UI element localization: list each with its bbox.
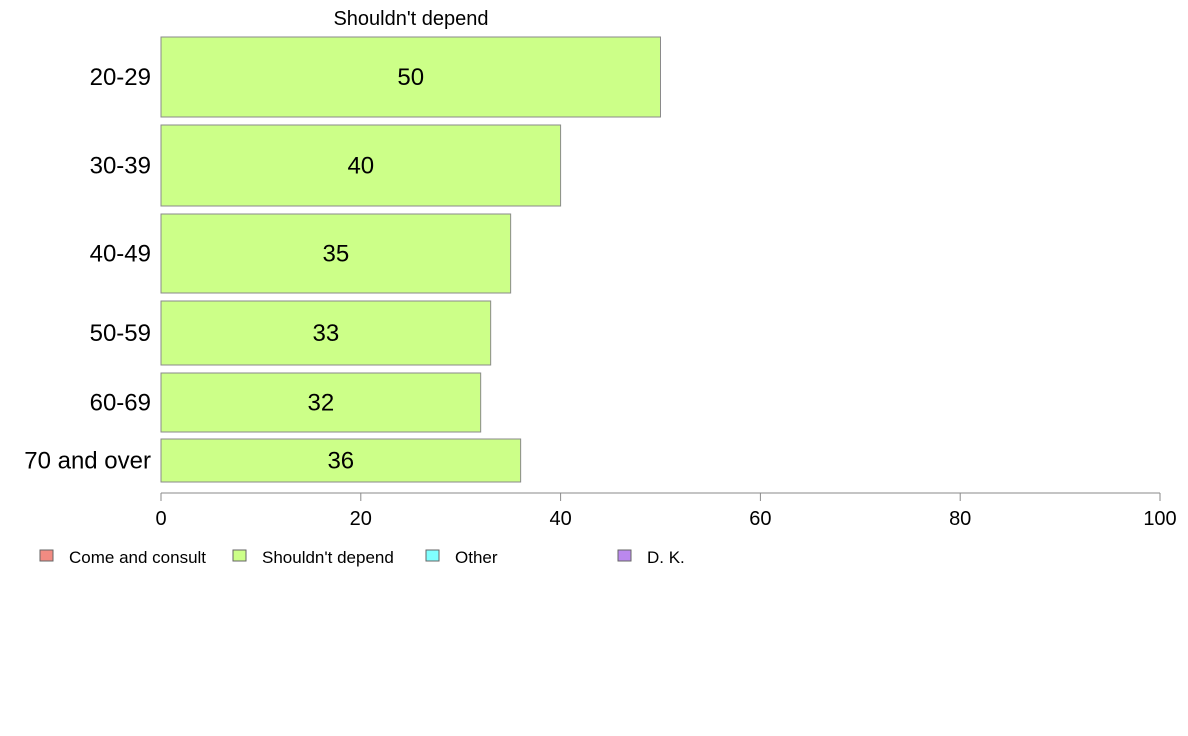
x-tick-label: 80	[949, 508, 971, 530]
legend-swatch	[425, 549, 440, 562]
legend-swatch	[39, 549, 54, 562]
bar-60-69	[160, 372, 482, 433]
legend-label: Shouldn't depend	[262, 548, 394, 567]
bar-40-49	[160, 213, 512, 294]
legend: Come and consult Shouldn't depend Other D. …	[39, 548, 685, 567]
data-label: 32	[307, 390, 334, 417]
bar-20-29	[160, 36, 661, 118]
data-label: 40	[347, 153, 374, 180]
bar-50-59	[160, 300, 492, 366]
bar-30-39	[160, 124, 562, 207]
chart-title: Shouldn't depend	[333, 8, 488, 30]
category-label: 20-29	[90, 64, 151, 91]
category-label: 30-39	[90, 153, 151, 180]
category-label: 50-59	[90, 320, 151, 347]
x-tick-label: 20	[350, 508, 372, 530]
legend-swatch	[232, 549, 247, 562]
legend-label: Come and consult	[69, 548, 206, 567]
legend-label: D. K.	[647, 548, 685, 567]
x-tick-label: 100	[1143, 508, 1176, 530]
category-label: 60-69	[90, 390, 151, 417]
category-label: 70 and over	[24, 448, 151, 475]
x-axis: 0 20 40 60 80 100	[155, 492, 1177, 530]
category-labels: 20-29 30-39 40-49 50-59 60-69 70 and over	[24, 64, 151, 475]
bar-70-and-over	[160, 438, 522, 483]
data-label: 50	[397, 64, 424, 91]
data-label: 35	[322, 241, 349, 268]
legend-label: Other	[455, 548, 498, 567]
data-label: 36	[327, 448, 354, 475]
data-label: 33	[312, 320, 339, 347]
x-tick-label: 60	[749, 508, 771, 530]
bars-group: 50 40 35 33 32 36	[160, 36, 661, 483]
category-label: 40-49	[90, 241, 151, 268]
legend-swatch	[617, 549, 632, 562]
x-tick-label: 40	[549, 508, 571, 530]
x-tick-label: 0	[155, 508, 166, 530]
